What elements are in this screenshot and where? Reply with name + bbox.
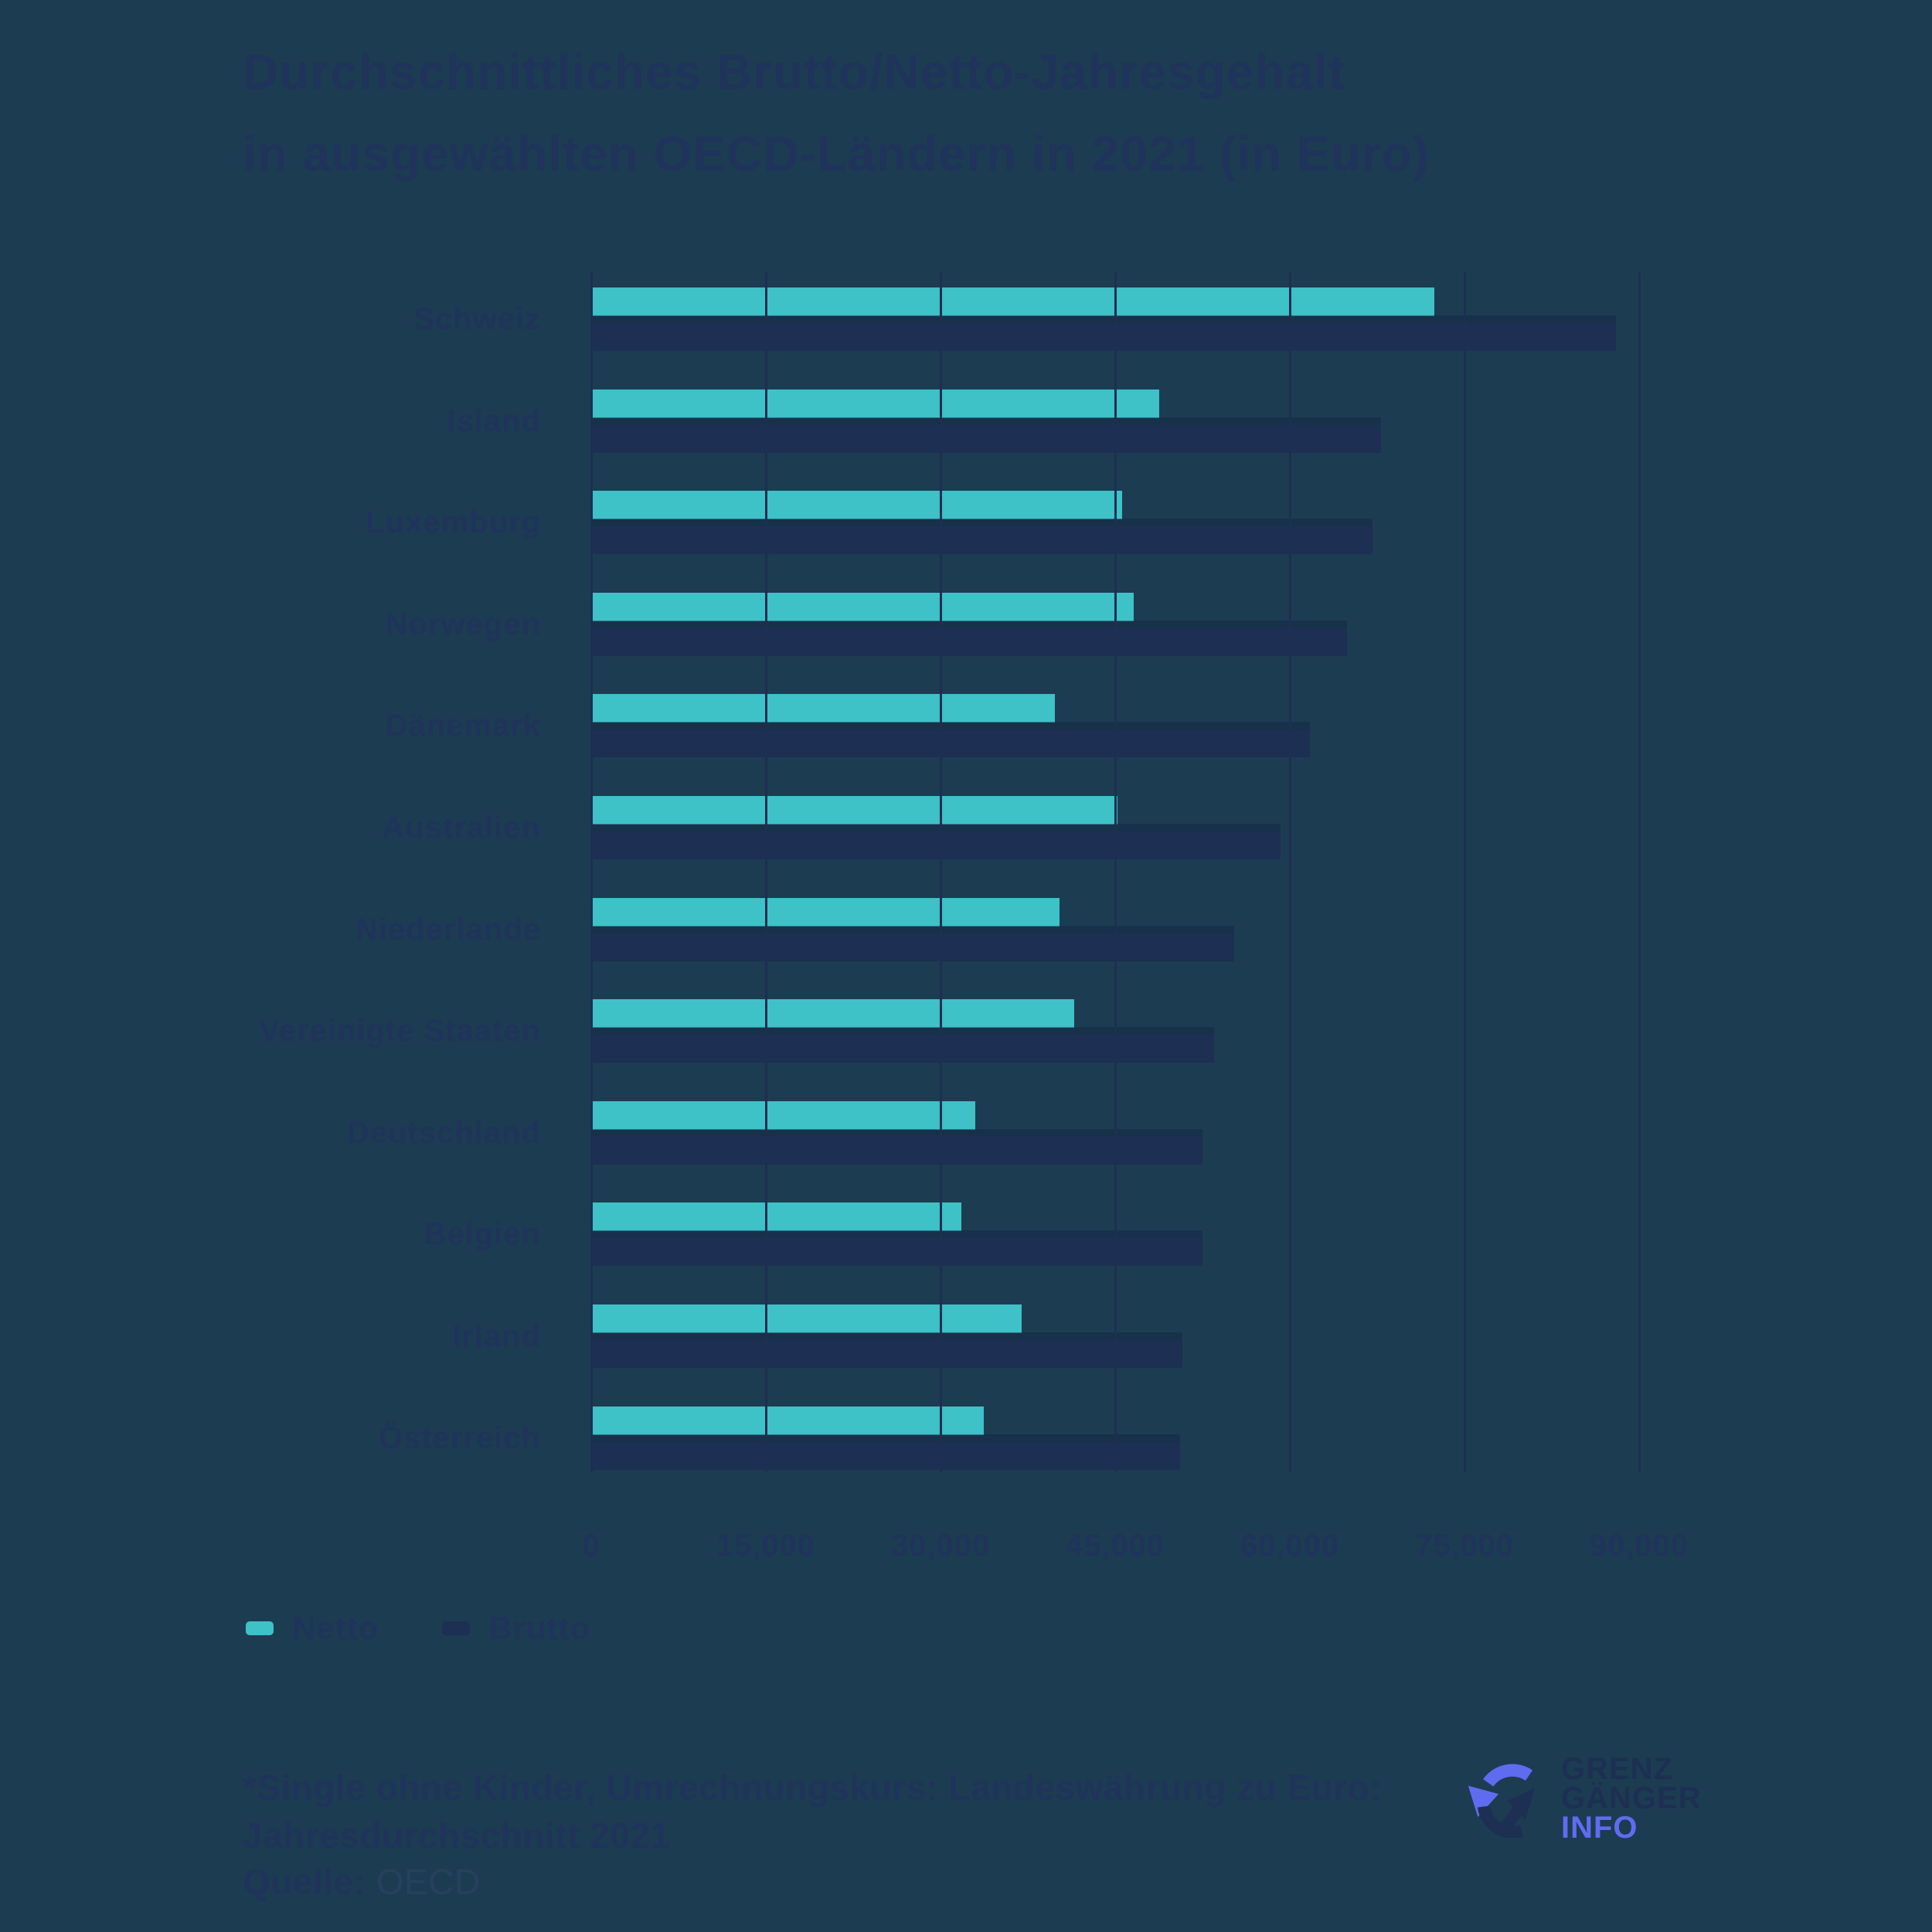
gridline-30,000	[939, 272, 942, 1472]
footnote: *Single ohne Kinder, Umrechnungskurs: La…	[243, 1764, 1382, 1859]
bar-netto-belgien	[591, 1202, 962, 1232]
gridline-60,000	[1288, 272, 1291, 1472]
gridline-75,000	[1463, 272, 1466, 1472]
footnote-line1: *Single ohne Kinder, Umrechnungskurs: La…	[243, 1767, 1383, 1808]
gridline-15,000	[764, 272, 767, 1472]
gridline-45,000	[1114, 272, 1117, 1472]
bar-brutto-vereinigte-staaten	[591, 1035, 1215, 1063]
bar-brutto-australien	[591, 832, 1281, 859]
country-label-vereinigte-staaten: Vereinigte Staaten	[259, 1014, 541, 1049]
bar-netto-irland	[591, 1304, 1022, 1333]
country-label-irland: Irland	[452, 1319, 541, 1353]
bar-brutto-luxemburg	[591, 526, 1372, 555]
bar-brutto--sterreich	[591, 1441, 1181, 1470]
bar-netto-schweiz	[591, 287, 1434, 316]
chart-title: Durchschnittliches Brutto/Netto-Jahresge…	[243, 31, 1430, 195]
legend-item-brutto: Brutto	[442, 1610, 590, 1647]
country-label-norwegen: Norwegen	[385, 607, 541, 641]
country-label-australien: Australien	[382, 811, 541, 845]
bar-brutto-belgien	[591, 1238, 1202, 1267]
x-tick-label-90,000: 90,000	[1589, 1529, 1689, 1563]
bar-netto-australien	[591, 796, 1117, 825]
source-label: Quelle:	[243, 1862, 366, 1902]
bar-netto-norwegen	[591, 592, 1134, 621]
bar-brutto-island	[591, 424, 1381, 453]
bar-brutto-irland	[591, 1340, 1183, 1368]
bar-netto--sterreich	[591, 1406, 984, 1435]
country-label-deutschland: Deutschland	[346, 1115, 541, 1150]
source-value: OECD	[376, 1862, 481, 1902]
country-label-d-nemark: Dänemark	[385, 709, 541, 743]
bar-netto-niederlande	[591, 897, 1060, 927]
bar-netto-d-nemark	[591, 694, 1055, 723]
gridline-90,000	[1638, 272, 1641, 1472]
x-tick-label-15,000: 15,000	[716, 1529, 816, 1563]
logo-text-gaenger: GÄNGER	[1561, 1781, 1702, 1815]
bar-brutto-deutschland	[591, 1136, 1202, 1165]
x-tick-label-75,000: 75,000	[1414, 1529, 1515, 1563]
bar-brutto-d-nemark	[591, 730, 1310, 758]
country-label-niederlande: Niederlande	[355, 912, 541, 947]
chart-legend: Netto Brutto	[246, 1609, 590, 1648]
legend-swatch-netto	[246, 1621, 274, 1635]
gridline-0	[590, 272, 593, 1472]
chart-title-line2: in ausgewählten OECD-Ländern in 2021 (in…	[243, 126, 1430, 182]
bar-brutto-schweiz	[591, 323, 1616, 351]
country-label-luxemburg: Luxemburg	[366, 505, 541, 540]
bar-netto-luxemburg	[591, 491, 1123, 520]
country-label--sterreich: Österreich	[378, 1420, 541, 1455]
chart-title-line1: Durchschnittliches Brutto/Netto-Jahresge…	[243, 44, 1346, 100]
bar-brutto-niederlande	[591, 933, 1234, 961]
legend-swatch-brutto	[442, 1621, 471, 1635]
x-tick-label-30,000: 30,000	[890, 1529, 991, 1563]
bar-netto-deutschland	[591, 1100, 976, 1130]
country-label-schweiz: Schweiz	[413, 302, 541, 336]
logo-text-info: INFO	[1561, 1811, 1638, 1845]
logo-text-grenz: GRENZ	[1561, 1752, 1673, 1786]
country-label-belgien: Belgien	[423, 1217, 541, 1252]
legend-label-netto: Netto	[292, 1610, 379, 1646]
x-tick-label-60,000: 60,000	[1240, 1529, 1340, 1563]
footnote-line2: Jahresdurchschnitt 2021	[243, 1815, 671, 1855]
legend-label-brutto: Brutto	[488, 1610, 591, 1646]
bar-brutto-norwegen	[591, 628, 1347, 656]
x-tick-label-45,000: 45,000	[1065, 1529, 1165, 1563]
bar-netto-island	[591, 389, 1160, 418]
logo-text: GRENZ GÄNGER INFO	[1561, 1752, 1702, 1845]
country-label-island: Island	[447, 403, 541, 438]
legend-item-netto: Netto	[246, 1610, 379, 1647]
x-tick-label-0: 0	[582, 1529, 600, 1563]
source-line: Quelle: OECD	[243, 1861, 481, 1903]
bar-netto-vereinigte-staaten	[591, 999, 1075, 1029]
logo-cycle-arrows-icon	[1468, 1764, 1536, 1838]
